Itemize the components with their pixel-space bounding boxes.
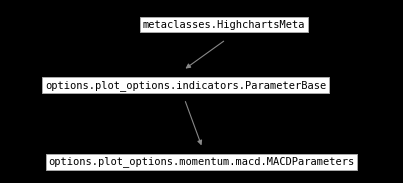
Text: options.plot_options.momentum.macd.MACDParameters: options.plot_options.momentum.macd.MACDP…: [48, 156, 355, 167]
Text: options.plot_options.indicators.ParameterBase: options.plot_options.indicators.Paramete…: [45, 80, 326, 91]
Text: metaclasses.HighchartsMeta: metaclasses.HighchartsMeta: [142, 20, 305, 30]
